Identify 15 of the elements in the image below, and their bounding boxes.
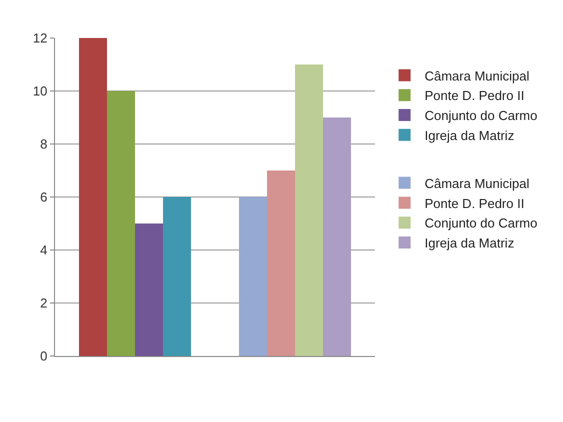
legend-label: Igreja da Matriz [424,236,514,251]
legend-label: Câmara Municipal [424,68,530,84]
legend-label: Ponte D. Pedro II [424,88,524,104]
y-tick-label: 0 [40,348,48,364]
y-tick-label: 6 [40,190,48,205]
legend-label: Câmara Municipal [424,176,530,191]
y-tick-label: 8 [40,136,48,152]
y-tick-label: 4 [40,242,48,258]
legend-label: Igreja da Matriz [424,128,514,143]
legend-label: Ponte D. Pedro II [424,196,524,211]
legend-label: Conjunto do Carmo [424,108,538,124]
y-tick-label: 10 [32,84,48,99]
legend-label: Conjunto do Carmo [424,216,538,231]
y-tick-label: 12 [32,30,48,46]
y-tick-label: 2 [40,296,48,311]
